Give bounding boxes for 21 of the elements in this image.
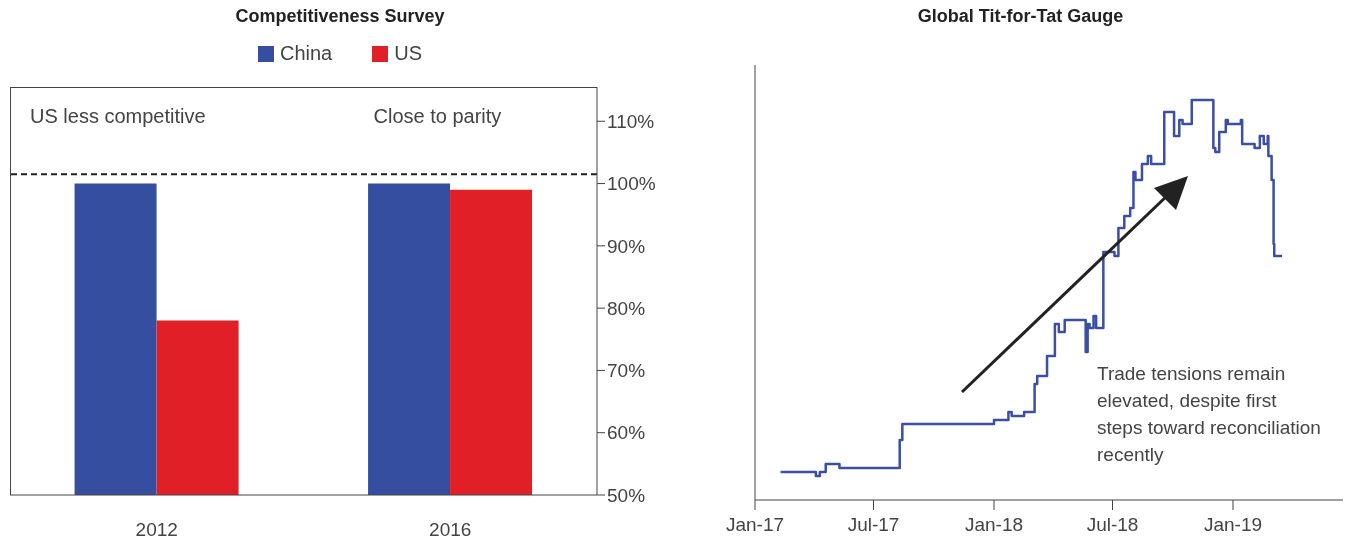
y-tick-label: 90% <box>607 235 646 257</box>
y-tick-label: 80% <box>607 297 646 319</box>
y-tick-label: 70% <box>607 360 646 382</box>
y-tick-label: 110% <box>607 111 655 132</box>
y-tick-label: 50% <box>607 484 646 506</box>
x-tick-label: Jul-18 <box>1086 514 1139 536</box>
x-tick-label: Jan-19 <box>1203 514 1263 536</box>
x-tick-label: Jan-17 <box>725 514 785 536</box>
chart-title: Global Tit-for-Tat Gauge <box>916 6 1125 27</box>
y-tick-label: 100% <box>607 173 656 195</box>
legend-label: China <box>278 42 333 65</box>
annotation: Close to parity <box>373 105 502 128</box>
chart-title: Competitiveness Survey <box>234 6 446 27</box>
x-tick-label: Jul-17 <box>847 514 900 536</box>
y-tick-label: 60% <box>607 422 646 444</box>
x-tick-label: Jan-18 <box>964 514 1024 536</box>
annotation: US less competitive <box>30 105 206 128</box>
annotation: Trade tensions remain elevated, despite first steps toward reconciliation recently <box>1097 362 1322 467</box>
x-tick-label: 2012 <box>135 519 178 541</box>
legend-label: US <box>393 42 423 65</box>
x-tick-label: 2016 <box>429 519 472 541</box>
